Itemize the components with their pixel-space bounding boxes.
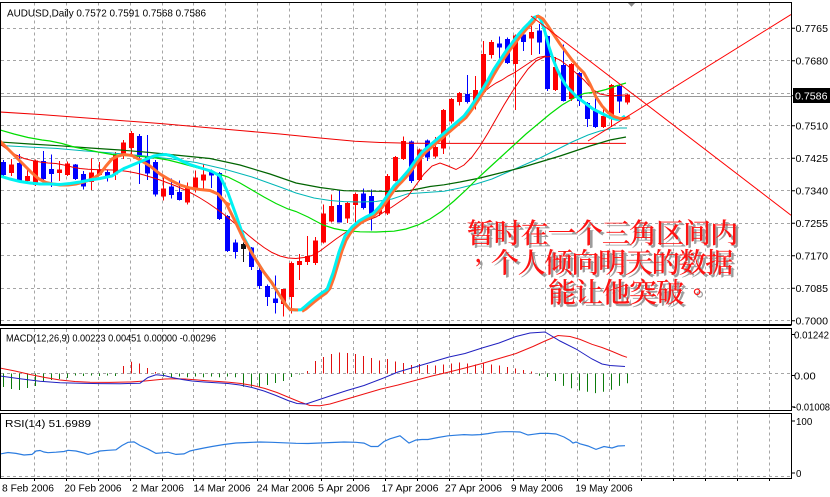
svg-text:0.7170: 0.7170 xyxy=(796,251,829,263)
svg-text:19 May 2006: 19 May 2006 xyxy=(575,483,632,495)
svg-text:0.00: 0.00 xyxy=(794,370,816,382)
svg-text:RSI(14) 51.6989: RSI(14) 51.6989 xyxy=(5,418,91,430)
svg-text:0.7340: 0.7340 xyxy=(796,186,829,198)
svg-text:0.7425: 0.7425 xyxy=(796,153,829,165)
svg-text:0.7680: 0.7680 xyxy=(796,56,829,68)
svg-text:0.01242: 0.01242 xyxy=(794,329,829,341)
svg-text:5 Apr 2006: 5 Apr 2006 xyxy=(318,483,370,495)
svg-text:0.7765: 0.7765 xyxy=(796,23,829,35)
svg-text:2 Mar 2006: 2 Mar 2006 xyxy=(132,483,184,495)
svg-text:100: 100 xyxy=(796,416,812,428)
svg-text:20 Feb 2006: 20 Feb 2006 xyxy=(64,483,121,495)
svg-text:9 May 2006: 9 May 2006 xyxy=(511,483,563,495)
svg-text:0.7510: 0.7510 xyxy=(796,121,829,133)
svg-text:0: 0 xyxy=(796,468,802,480)
svg-text:24 Mar 2006: 24 Mar 2006 xyxy=(257,483,314,495)
svg-text:0.7255: 0.7255 xyxy=(796,218,829,230)
svg-text:0.7586: 0.7586 xyxy=(795,91,828,103)
svg-text:AUDUSD,Daily 0.7572 0.7591 0.: AUDUSD,Daily 0.7572 0.7591 0.7568 0.7586 xyxy=(7,8,206,20)
svg-text:MACD(12,26,9) 0.00223 0.00451: MACD(12,26,9) 0.00223 0.00451 0.00000 -0… xyxy=(6,333,216,345)
svg-text:-0.01008: -0.01008 xyxy=(793,402,830,414)
svg-text:0.7085: 0.7085 xyxy=(796,283,829,295)
svg-text:8 Feb 2006: 8 Feb 2006 xyxy=(2,483,54,495)
svg-text:0.7000: 0.7000 xyxy=(796,316,829,328)
svg-text:27 Apr 2006: 27 Apr 2006 xyxy=(445,483,502,495)
svg-text:17 Apr 2006: 17 Apr 2006 xyxy=(381,483,438,495)
svg-text:14 Mar 2006: 14 Mar 2006 xyxy=(193,483,250,495)
